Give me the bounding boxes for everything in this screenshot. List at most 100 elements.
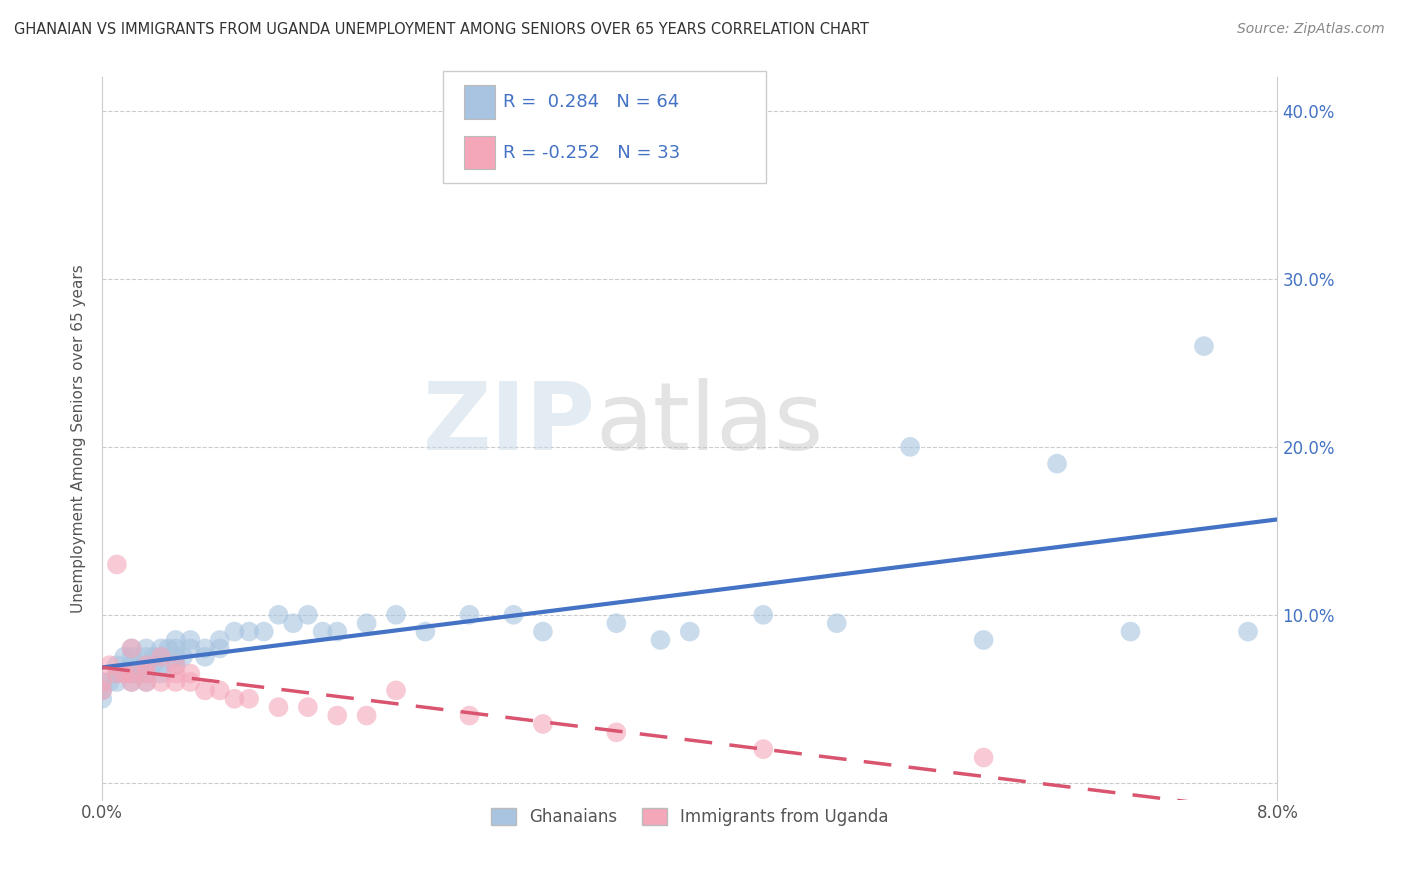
Point	[179, 675, 201, 690]
Point	[502, 607, 524, 622]
Point	[135, 666, 157, 681]
Point	[385, 683, 408, 698]
Point	[194, 649, 217, 664]
Point	[356, 708, 378, 723]
Point	[679, 624, 702, 639]
Point	[650, 632, 672, 647]
Point	[194, 641, 217, 656]
Point	[91, 691, 114, 706]
Point	[135, 675, 157, 690]
Point	[194, 683, 217, 698]
Point	[121, 641, 143, 656]
Text: Source: ZipAtlas.com: Source: ZipAtlas.com	[1237, 22, 1385, 37]
Point	[238, 624, 260, 639]
Point	[105, 666, 128, 681]
Point	[898, 440, 921, 454]
Point	[356, 616, 378, 631]
Point	[311, 624, 333, 639]
Point	[165, 641, 187, 656]
Point	[326, 624, 349, 639]
Point	[326, 708, 349, 723]
Point	[121, 641, 143, 656]
Point	[605, 616, 627, 631]
Point	[112, 666, 135, 681]
Point	[179, 641, 201, 656]
Point	[121, 675, 143, 690]
Point	[208, 632, 231, 647]
Point	[752, 607, 775, 622]
Point	[385, 607, 408, 622]
Point	[121, 649, 143, 664]
Point	[128, 666, 150, 681]
Point	[253, 624, 276, 639]
Point	[208, 641, 231, 656]
Text: R =  0.284   N = 64: R = 0.284 N = 64	[503, 93, 679, 111]
Point	[135, 649, 157, 664]
Point	[973, 750, 995, 764]
Point	[1237, 624, 1260, 639]
Point	[135, 641, 157, 656]
Point	[157, 641, 180, 656]
Point	[165, 632, 187, 647]
Point	[112, 666, 135, 681]
Point	[149, 675, 172, 690]
Point	[91, 683, 114, 698]
Point	[98, 675, 121, 690]
Point	[605, 725, 627, 739]
Point	[458, 607, 481, 622]
Point	[165, 666, 187, 681]
Point	[105, 666, 128, 681]
Point	[165, 658, 187, 673]
Point	[121, 666, 143, 681]
Point	[224, 624, 246, 639]
Point	[825, 616, 848, 631]
Point	[179, 632, 201, 647]
Point	[128, 658, 150, 673]
Point	[165, 658, 187, 673]
Point	[149, 658, 172, 673]
Point	[458, 708, 481, 723]
Point	[135, 675, 157, 690]
Point	[297, 607, 319, 622]
Point	[142, 649, 165, 664]
Text: R = -0.252   N = 33: R = -0.252 N = 33	[503, 144, 681, 161]
Point	[415, 624, 437, 639]
Point	[142, 658, 165, 673]
Point	[1119, 624, 1142, 639]
Point	[135, 658, 157, 673]
Point	[91, 675, 114, 690]
Point	[149, 666, 172, 681]
Text: ZIP: ZIP	[423, 378, 596, 470]
Point	[105, 658, 128, 673]
Point	[172, 649, 194, 664]
Point	[208, 683, 231, 698]
Legend: Ghanaians, Immigrants from Uganda: Ghanaians, Immigrants from Uganda	[482, 800, 897, 835]
Point	[179, 666, 201, 681]
Point	[267, 700, 290, 714]
Point	[121, 658, 143, 673]
Point	[973, 632, 995, 647]
Point	[149, 641, 172, 656]
Text: atlas: atlas	[596, 378, 824, 470]
Point	[98, 658, 121, 673]
Point	[238, 691, 260, 706]
Point	[752, 742, 775, 756]
Point	[531, 717, 554, 731]
Point	[135, 658, 157, 673]
Point	[297, 700, 319, 714]
Point	[91, 683, 114, 698]
Point	[135, 666, 157, 681]
Point	[165, 675, 187, 690]
Point	[121, 675, 143, 690]
Point	[105, 558, 128, 572]
Point	[1046, 457, 1069, 471]
Point	[224, 691, 246, 706]
Point	[149, 649, 172, 664]
Point	[112, 649, 135, 664]
Y-axis label: Unemployment Among Seniors over 65 years: Unemployment Among Seniors over 65 years	[72, 264, 86, 613]
Point	[283, 616, 305, 631]
Point	[121, 666, 143, 681]
Point	[531, 624, 554, 639]
Point	[149, 649, 172, 664]
Point	[267, 607, 290, 622]
